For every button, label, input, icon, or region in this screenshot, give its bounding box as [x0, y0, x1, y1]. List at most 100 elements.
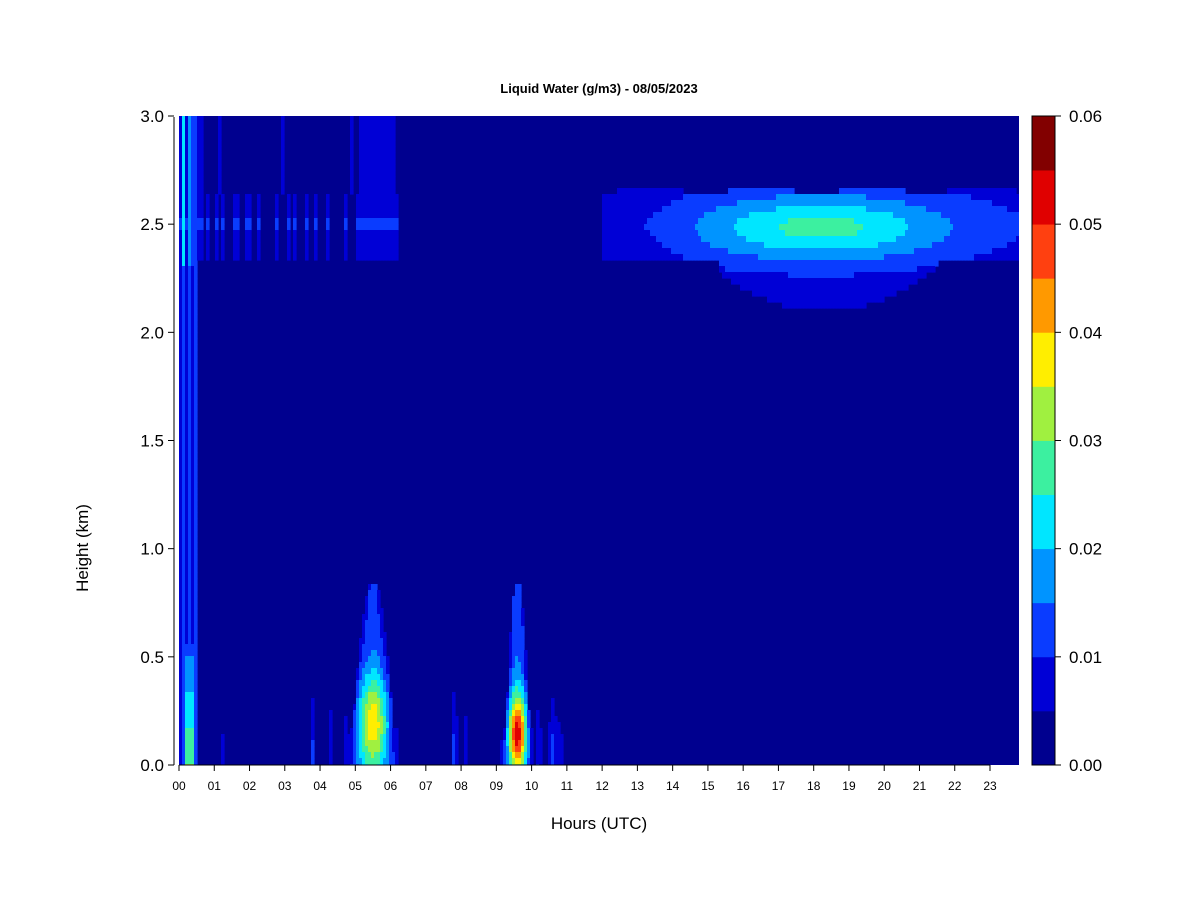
heatmap-cell [911, 254, 915, 261]
heatmap-cell [845, 236, 849, 243]
heatmap-cell [512, 698, 516, 705]
heatmap-cell [194, 404, 198, 411]
heatmap-cell [638, 200, 642, 207]
heatmap-cell [953, 236, 957, 243]
heatmap-cell [680, 230, 684, 237]
heatmap-cell [857, 290, 861, 297]
heatmap-cell [716, 230, 720, 237]
heatmap-cell [524, 734, 528, 741]
heatmap-cell [929, 212, 933, 219]
heatmap-cell [356, 704, 360, 711]
heatmap-cell [245, 242, 249, 249]
heatmap-cell [197, 230, 201, 237]
heatmap-cell [920, 242, 924, 249]
heatmap-cell [236, 218, 240, 225]
heatmap-cell [845, 248, 849, 255]
heatmap-cell [917, 194, 921, 201]
heatmap-cell [608, 242, 612, 249]
heatmap-cell [923, 206, 927, 213]
heatmap-cell [692, 212, 696, 219]
heatmap-cell [275, 194, 279, 201]
heatmap-cell [452, 734, 456, 741]
heatmap-cell [293, 230, 297, 237]
heatmap-cell [377, 752, 381, 759]
heatmap-cell [605, 248, 609, 255]
heatmap-cell [182, 212, 186, 219]
heatmap-cell [788, 242, 792, 249]
heatmap-cell [218, 146, 222, 153]
heatmap-cell [920, 206, 924, 213]
heatmap-cell [767, 218, 771, 225]
heatmap-cell [182, 452, 186, 459]
heatmap-cell [743, 284, 747, 291]
heatmap-cell [1010, 188, 1014, 195]
heatmap-cell [827, 290, 831, 297]
heatmap-cell [185, 422, 189, 429]
heatmap-cell [644, 236, 648, 243]
heatmap-cell [818, 248, 822, 255]
heatmap-cell [179, 560, 183, 567]
heatmap-cell [377, 176, 381, 183]
heatmap-cell [794, 248, 798, 255]
heatmap-cell [602, 224, 606, 231]
heatmap-cell [371, 146, 375, 153]
heatmap-cell [962, 212, 966, 219]
heatmap-cell [836, 290, 840, 297]
heatmap-cell [689, 224, 693, 231]
heatmap-cell [191, 230, 195, 237]
x-tick-label: 19 [842, 779, 856, 793]
heatmap-cell [215, 206, 219, 213]
heatmap-cell [521, 620, 525, 627]
heatmap-cell [374, 644, 378, 651]
heatmap-cell [374, 662, 378, 669]
heatmap-cell [680, 224, 684, 231]
heatmap-cell [383, 170, 387, 177]
heatmap-cell [182, 608, 186, 615]
heatmap-cell [182, 182, 186, 189]
heatmap-cell [788, 302, 792, 309]
heatmap-cell [719, 230, 723, 237]
heatmap-cell [890, 254, 894, 261]
heatmap-cell [374, 692, 378, 699]
heatmap-cell [452, 758, 456, 765]
heatmap-cell [752, 218, 756, 225]
heatmap-cell [752, 266, 756, 273]
heatmap-cell [245, 248, 249, 255]
heatmap-cell [761, 272, 765, 279]
heatmap-cell [362, 236, 366, 243]
heatmap-cell [1001, 236, 1005, 243]
heatmap-cell [806, 254, 810, 261]
heatmap-cell [626, 206, 630, 213]
heatmap-cell [371, 728, 375, 735]
heatmap-cell [839, 236, 843, 243]
heatmap-cell [1010, 218, 1014, 225]
heatmap-cell [194, 182, 198, 189]
heatmap-cell [863, 272, 867, 279]
heatmap-cell [872, 278, 876, 285]
heatmap-cell [842, 224, 846, 231]
heatmap-cell [944, 224, 948, 231]
heatmap-cell [188, 680, 192, 687]
x-tick-label: 12 [595, 779, 609, 793]
heatmap-cell [389, 146, 393, 153]
heatmap-cell [785, 302, 789, 309]
heatmap-cell [188, 464, 192, 471]
heatmap-cell [845, 290, 849, 297]
heatmap-cell [182, 326, 186, 333]
heatmap-cell [365, 164, 369, 171]
heatmap-cell [185, 560, 189, 567]
heatmap-cell [698, 194, 702, 201]
heatmap-cell [965, 188, 969, 195]
heatmap-cell [257, 212, 261, 219]
heatmap-cell [980, 218, 984, 225]
heatmap-cell [632, 236, 636, 243]
heatmap-cell [764, 206, 768, 213]
heatmap-cell [875, 194, 879, 201]
heatmap-cell [515, 632, 519, 639]
heatmap-cell [350, 728, 354, 735]
heatmap-cell [971, 242, 975, 249]
heatmap-cell [719, 248, 723, 255]
heatmap-cell [818, 236, 822, 243]
heatmap-cell [992, 206, 996, 213]
heatmap-cell [329, 728, 333, 735]
